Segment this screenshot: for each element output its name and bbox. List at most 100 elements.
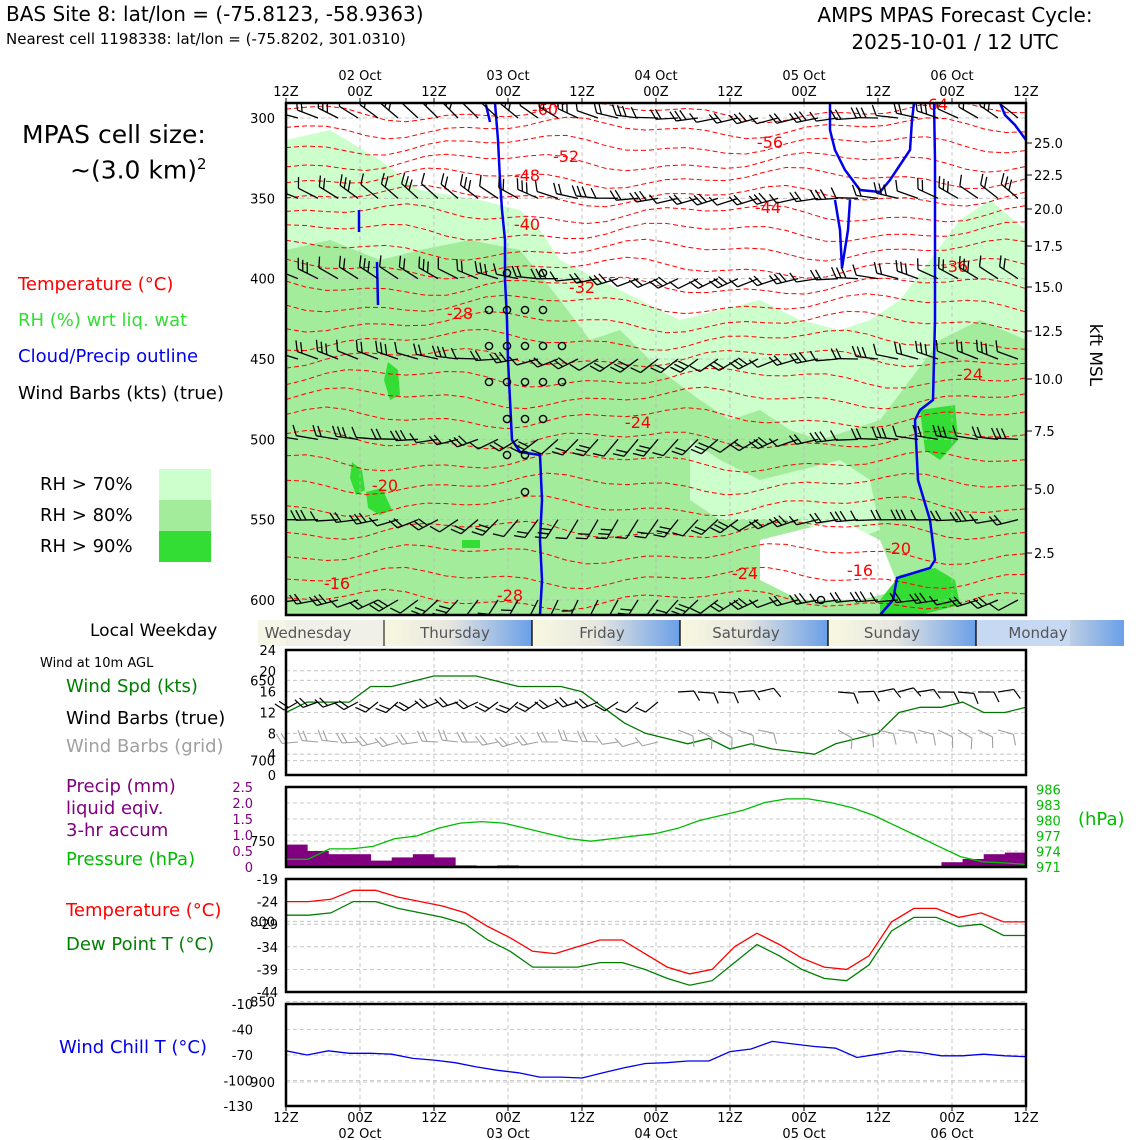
barb-feather xyxy=(850,107,857,118)
barb-feather xyxy=(394,704,405,712)
barb-feather xyxy=(694,901,703,912)
barb-feather xyxy=(955,339,959,351)
barb-feather xyxy=(856,185,862,197)
barb-staff xyxy=(399,266,419,280)
barb-feather xyxy=(873,182,878,194)
barb-feather xyxy=(322,103,324,111)
barb-feather xyxy=(917,425,922,437)
barb-staff xyxy=(557,108,579,119)
barb-feather xyxy=(938,176,941,188)
barb-feather xyxy=(834,511,842,522)
barb-feather xyxy=(450,347,457,359)
barb-staff xyxy=(422,841,438,856)
barb-staff xyxy=(577,995,598,1002)
barb-feather xyxy=(789,113,797,123)
barb-feather xyxy=(871,1073,876,1083)
barb-feather xyxy=(834,591,842,603)
barb-feather xyxy=(832,906,839,917)
upper-wind-barb xyxy=(949,671,978,691)
barb-feather xyxy=(295,509,302,521)
barb-feather xyxy=(388,519,399,529)
barb-feather xyxy=(970,844,979,855)
upper-wind-barb xyxy=(429,519,459,533)
barb-feather xyxy=(353,513,362,524)
wind10m-grid-barb xyxy=(877,729,897,745)
barb-feather xyxy=(554,841,563,852)
barb-feather xyxy=(479,262,483,274)
barb-feather xyxy=(856,346,862,358)
barb-feather xyxy=(713,361,724,369)
upper-wind-barb xyxy=(909,671,938,687)
upper-wind-barb xyxy=(768,438,799,448)
upper-wind-barb xyxy=(958,256,979,280)
barb-feather xyxy=(343,177,347,189)
barb-feather xyxy=(894,592,902,603)
barb-staff xyxy=(506,599,519,615)
upper-wind-barb xyxy=(630,358,659,374)
barb-staff xyxy=(582,438,599,457)
barb-feather xyxy=(976,426,982,438)
barb-feather xyxy=(571,912,576,922)
barb-staff xyxy=(616,114,639,119)
barb-feather xyxy=(1012,734,1017,746)
barb-staff xyxy=(399,921,418,933)
barb-feather xyxy=(729,524,740,532)
legend-cloud: Cloud/Precip outline xyxy=(18,346,199,367)
kft-tick-label: 5.0 xyxy=(1034,483,1055,498)
barb-feather xyxy=(694,526,706,532)
barb-feather xyxy=(708,196,718,206)
barb-feather xyxy=(579,444,591,449)
barb-feather xyxy=(793,1063,801,1074)
barb-staff xyxy=(635,116,659,119)
legend-rh70-swatch xyxy=(159,469,211,500)
barb-feather xyxy=(504,103,508,108)
barb-feather xyxy=(809,513,817,524)
barb-feather xyxy=(758,903,767,914)
barb-staff xyxy=(296,599,319,605)
upper-wind-barb xyxy=(979,103,999,119)
upper-wind-barb xyxy=(421,103,439,119)
barb-feather xyxy=(713,113,722,123)
wind10m-barb xyxy=(917,688,941,699)
upper-wind-barb xyxy=(437,257,459,280)
upper-wind-barb xyxy=(531,988,559,1001)
barb-staff xyxy=(817,915,838,921)
barb-feather xyxy=(273,259,281,270)
barb-feather xyxy=(540,268,547,280)
barb-staff xyxy=(757,519,779,530)
barb-feather xyxy=(625,1063,635,1074)
upper-wind-barb xyxy=(728,194,759,206)
upper-wind-barb xyxy=(456,259,479,280)
barb-feather xyxy=(839,510,847,522)
barb-feather xyxy=(928,595,938,606)
barb-feather xyxy=(949,1078,956,1089)
temperature-contour-label: -28 xyxy=(497,586,523,605)
barb-staff xyxy=(356,436,379,440)
barb-feather xyxy=(773,901,782,912)
barb-staff xyxy=(500,103,519,119)
barb-staff xyxy=(716,197,739,206)
barb-feather xyxy=(1003,258,1006,270)
temperature-contour xyxy=(286,566,1026,590)
upper-wind-barb xyxy=(315,339,339,360)
upper-wind-barb xyxy=(890,831,918,845)
wind10m-grid-barb xyxy=(957,729,973,750)
barb-feather xyxy=(830,267,837,278)
barb-feather xyxy=(759,673,766,684)
precip-marker xyxy=(538,414,548,424)
barb-staff xyxy=(856,274,879,280)
upper-wind-barb xyxy=(928,595,959,606)
barb-feather xyxy=(693,194,703,204)
upper-wind-barb xyxy=(511,833,538,858)
upper-wind-barb xyxy=(980,173,999,199)
kft-tick-label: 25.0 xyxy=(1034,137,1063,152)
upper-wind-barb xyxy=(671,438,699,456)
barb-feather xyxy=(752,735,755,747)
barb-staff xyxy=(297,350,319,360)
barb-staff xyxy=(978,921,998,931)
weekday-label: Monday xyxy=(1008,624,1067,642)
upper-wind-barb xyxy=(510,438,539,454)
upper-wind-barb xyxy=(471,519,499,536)
barb-staff xyxy=(856,355,879,360)
upper-wind-barb xyxy=(575,103,599,119)
